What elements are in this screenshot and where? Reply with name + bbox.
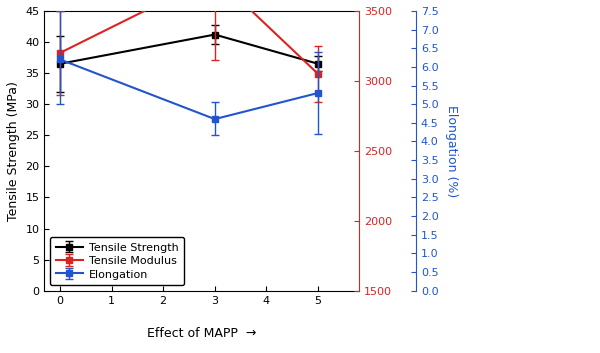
- Y-axis label: Tensile Strength (MPa): Tensile Strength (MPa): [7, 81, 20, 221]
- Legend: Tensile Strength, Tensile Modulus, Elongation: Tensile Strength, Tensile Modulus, Elong…: [50, 237, 184, 285]
- Y-axis label: Elongation (%): Elongation (%): [445, 105, 458, 197]
- Text: Effect of MAPP  →: Effect of MAPP →: [147, 327, 257, 340]
